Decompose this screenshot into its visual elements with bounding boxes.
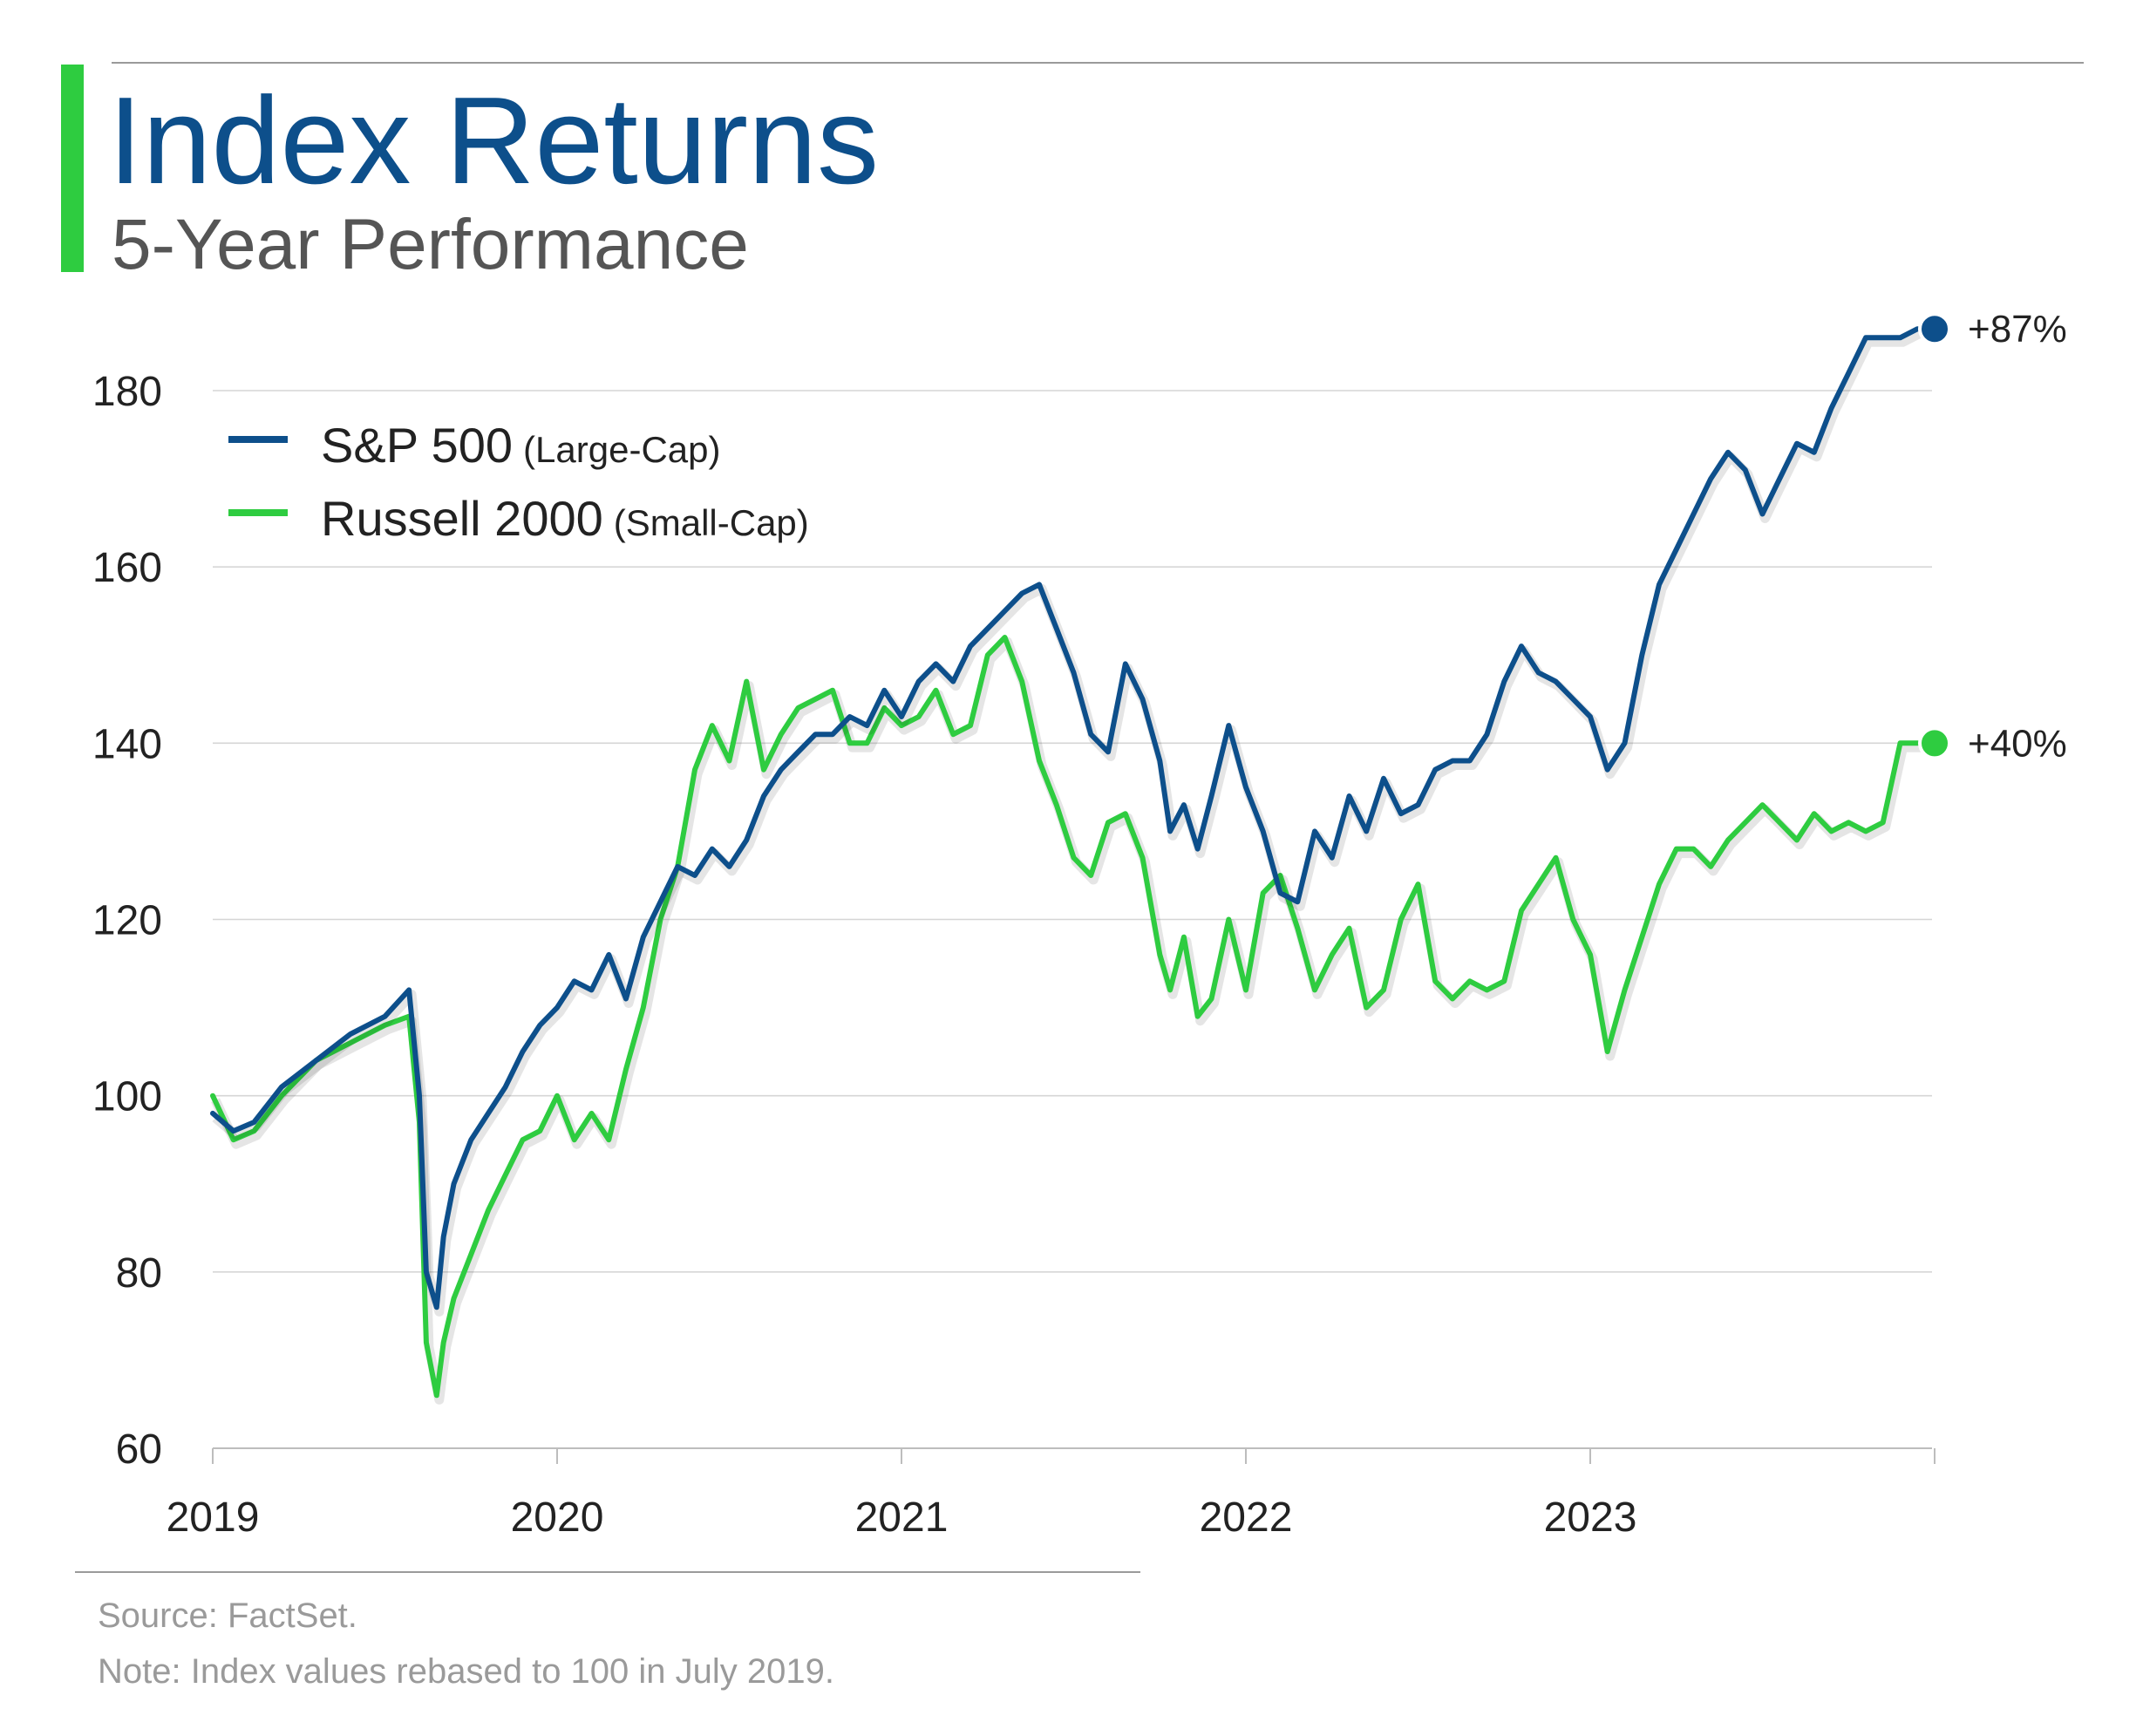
legend-item-sp500: S&P 500 (Large-Cap)	[321, 418, 720, 473]
series-line-russell2000	[210, 635, 1937, 1399]
y-tick-label: 160	[92, 545, 162, 591]
end-label-sp500: +87%	[1968, 308, 2067, 351]
legend-detail-russell: (Small-Cap)	[614, 502, 809, 543]
series-shadow-0	[212, 328, 1937, 1317]
axes: 60 80 100 120 140 160 180 2019 2020 2021 2022 2023	[92, 369, 1936, 1541]
source-note: Source: FactSet.	[98, 1596, 357, 1635]
end-marker-sp500	[1918, 312, 1951, 346]
legend-item-russell: Russell 2000 (Small-Cap)	[321, 491, 809, 546]
y-tick-label: 60	[116, 1426, 162, 1473]
series-shadow-1	[211, 637, 1937, 1405]
end-label-russell2000: +40%	[1968, 722, 2067, 765]
x-tick-label: 2022	[1200, 1494, 1293, 1541]
x-tick-label: 2020	[511, 1494, 604, 1541]
chart-title: Index Returns	[108, 71, 879, 210]
series-line-sp500	[210, 326, 1937, 1311]
title-accent-bar	[61, 65, 84, 272]
legend-label-sp500: S&P 500	[321, 418, 513, 473]
legend: S&P 500 (Large-Cap) Russell 2000 (Small-Ca…	[228, 418, 809, 546]
y-tick-label: 140	[92, 721, 162, 767]
end-markers: +87% +40%	[1918, 308, 2067, 765]
y-tick-label: 80	[116, 1250, 162, 1297]
x-tick-label: 2023	[1544, 1494, 1637, 1541]
legend-label-russell: Russell 2000	[321, 491, 603, 546]
legend-detail-sp500: (Large-Cap)	[523, 429, 720, 470]
y-tick-label: 100	[92, 1074, 162, 1120]
end-marker-russell2000	[1918, 726, 1951, 760]
y-tick-label: 120	[92, 898, 162, 944]
rebase-note: Note: Index values rebased to 100 in Jul…	[98, 1652, 834, 1691]
x-tick-label: 2021	[855, 1494, 949, 1541]
x-tick-label: 2019	[167, 1494, 260, 1541]
y-tick-label: 180	[92, 369, 162, 415]
series	[210, 326, 1937, 1405]
chart-subtitle: 5-Year Performance	[112, 205, 749, 284]
